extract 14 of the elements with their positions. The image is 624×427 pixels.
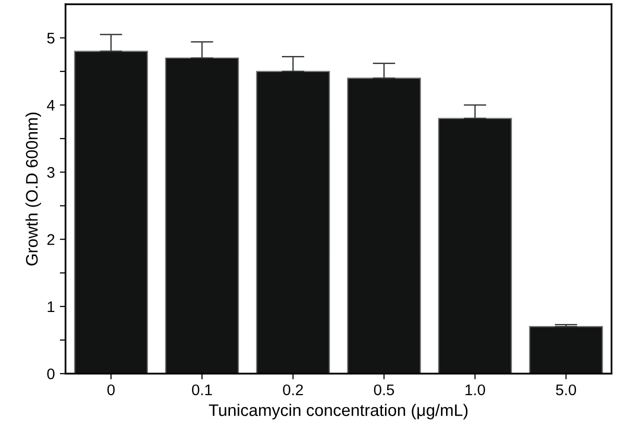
y-tick-label: 2	[47, 234, 54, 245]
y-tick-label: 3	[47, 167, 54, 178]
x-tick-label: 0.1	[192, 384, 212, 396]
x-tick-label: 1.0	[466, 384, 486, 396]
y-tick-label: 5	[47, 32, 54, 44]
x-tick-label: 5.0	[556, 384, 576, 396]
x-tick-label: 0.5	[374, 384, 394, 396]
y-tick-label: 4	[46, 100, 55, 111]
x-tick-label: 0	[107, 384, 115, 396]
x-axis-title: Tunicamycin concentration (μg/mL)	[208, 404, 468, 420]
x-tick-label: 0.2	[283, 384, 303, 396]
y-tick-label: 0	[47, 368, 55, 380]
y-axis-title: Growth (O.D 600nm)	[26, 112, 42, 266]
y-tick-label: 1	[48, 301, 54, 312]
